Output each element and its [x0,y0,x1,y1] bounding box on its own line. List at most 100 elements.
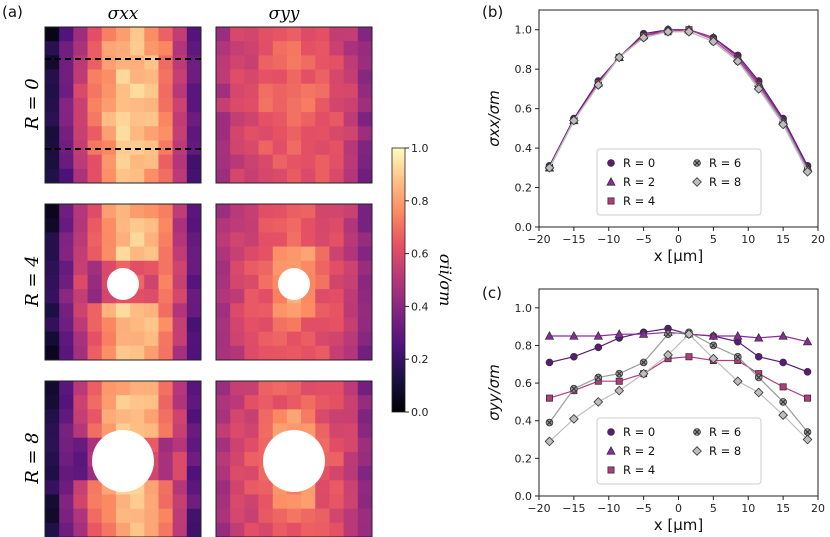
colorbar-tick-label: 0.8 [411,195,429,208]
heatmap-cell [329,437,345,453]
heatmap-cell [230,437,245,453]
heatmap-cell [343,27,359,42]
heatmap-cell [272,69,288,85]
heatmap-cell [258,303,274,318]
data-point [732,56,743,67]
heatmap-cell [357,97,373,113]
heatmap-cell [45,480,60,495]
heatmap-cell [315,55,330,70]
heatmap-cell [87,480,103,495]
heatmap-cell [73,331,88,347]
heatmap-cell [244,204,259,219]
heatmap-cell [59,466,74,481]
heatmap-cell [329,409,345,424]
heatmap-cell [172,55,188,70]
x-axis-label: x [μm] [654,247,704,265]
heatmap-cell [130,508,145,524]
heatmap-cell [101,97,117,113]
heatmap-cell [230,55,245,70]
heatmap-cell [87,494,103,510]
heatmap-cell [158,274,174,290]
heatmap-cell [329,508,345,524]
data-point [692,177,702,187]
heatmap-cell [343,423,359,439]
heatmap-cell [244,112,259,127]
heatmap-cell [59,381,74,396]
heatmap-cell [59,204,74,219]
heatmap-cell [230,317,245,333]
heatmap-cell [172,27,188,42]
heatmap-cell [186,218,202,233]
heatmap-cell [73,451,88,467]
heatmap-cell [244,451,259,467]
data-point [607,428,615,436]
data-point [544,331,555,340]
data-point [778,119,788,130]
heatmap-cell [216,437,231,453]
heatmap-cell [329,97,345,113]
heatmap-cell [101,395,117,410]
heatmap-cell [216,522,231,537]
heatmap-cell [158,260,174,276]
y-tick-label: 0.4 [515,415,533,428]
heatmap-cell [158,97,174,113]
heatmap-cell [45,168,60,184]
data-point [779,383,787,391]
data-point [607,159,615,167]
heatmap-cell [343,331,359,347]
heatmap-cell [101,204,117,219]
heatmap-cell [186,395,202,410]
heatmap-cell [130,218,145,233]
heatmap-cell [158,508,174,524]
heatmap-panel-r0-sxx [44,26,202,184]
heatmap-cell [329,451,345,467]
heatmap-cell [101,140,117,156]
data-point [607,197,615,205]
heatmap-cell [216,303,231,318]
heatmap-cell [158,55,174,70]
heatmap-cell [216,451,231,467]
heatmap-cell [158,317,174,333]
heatmap-cell [130,112,145,127]
heatmap-cell [272,218,288,233]
heatmap-cell [230,303,245,318]
heatmap-cell [73,274,88,290]
heatmap-cell [73,522,88,537]
heatmap-cell [315,246,330,262]
heatmap-cell [59,41,74,56]
heatmap-cell [59,331,74,347]
heatmap-cell [286,204,302,219]
heatmap-cell [244,494,259,510]
heatmap-cell [329,381,345,396]
heatmap-cell [144,204,159,219]
heatmap-cell [158,69,174,85]
heatmap-cell [230,140,245,156]
heatmap-cell [186,508,202,524]
heatmap-cell [357,112,373,127]
heatmap-cell [315,480,330,495]
heatmap-cell [258,69,274,85]
heatmap-cell [45,126,60,141]
heatmap-frame [44,26,202,184]
data-point [708,36,719,47]
heatmap-cell [301,204,316,219]
heatmap-cell [357,154,373,170]
heatmap-cell [301,317,316,333]
heatmap-cell [230,289,245,304]
data-point [778,410,788,420]
heatmap-cell [115,508,131,524]
heatmap-cell [73,409,88,424]
series-line [549,333,808,442]
column-header-sigma-yy: σyy [269,4,300,24]
heatmap-cell [87,83,103,99]
heatmap-cell [59,260,74,276]
heatmap-cell [258,331,274,347]
heatmap-cell [130,41,145,56]
heatmap-cell [258,232,274,247]
heatmap-cell [186,409,202,424]
heatmap-cell [301,126,316,141]
heatmap-cell [101,508,117,524]
heatmap-cell [286,409,302,424]
data-point [614,329,624,338]
heatmap-cell [329,303,345,318]
